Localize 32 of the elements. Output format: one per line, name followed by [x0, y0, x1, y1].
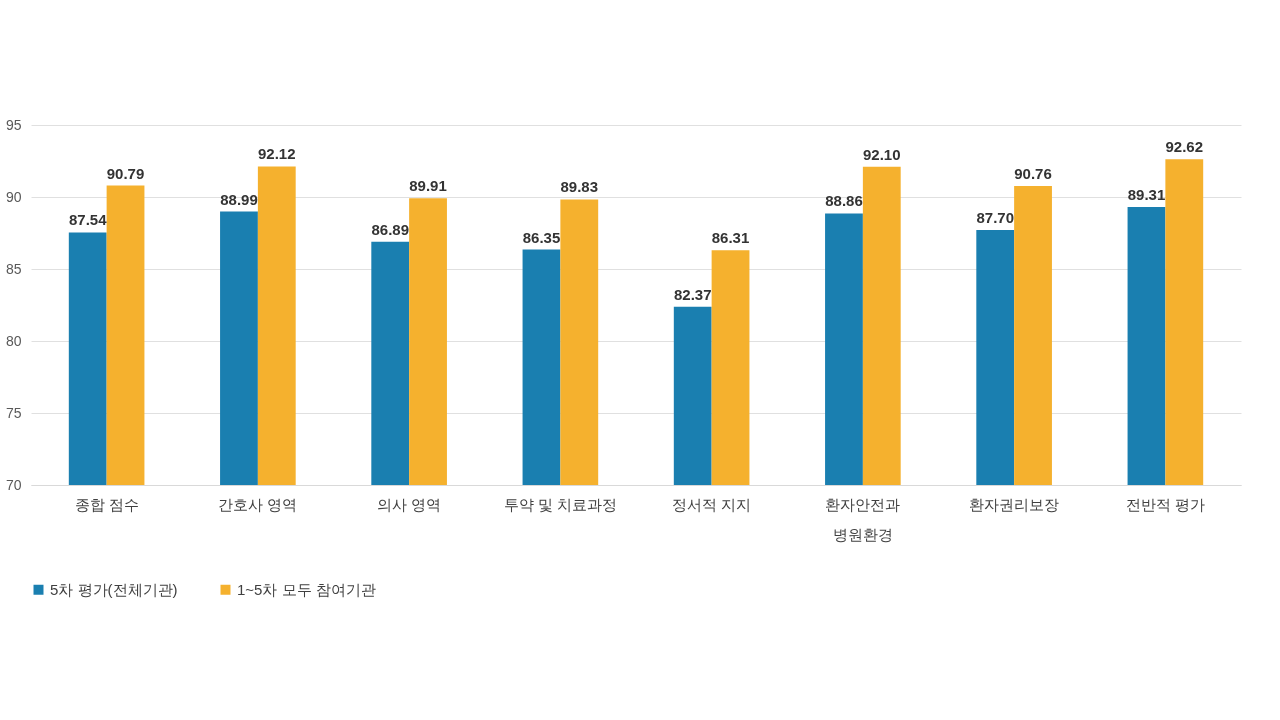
text: 87.54 — [68, 211, 107, 229]
text: 89.31 — [1127, 185, 1166, 203]
x-tick-label: 투약 및 치료과정 — [503, 495, 618, 513]
y-tick-label: 75 — [5, 404, 22, 421]
text: 92.12 — [258, 145, 296, 163]
x-tick-label: 환자권리보장 — [969, 495, 1060, 513]
text: 89.83 — [560, 178, 599, 196]
x-tick-label: 간호사 영역 — [218, 495, 298, 513]
text: 86.35 — [522, 228, 561, 246]
text: 92.10 — [863, 145, 901, 163]
text: 88.99 — [220, 190, 258, 208]
legend-label: 1~5차 모두 참여기관 — [237, 580, 376, 598]
x-tick-label: 환자안전과 병원환경 — [825, 495, 901, 543]
text: 86.89 — [371, 220, 409, 238]
x-tick-label: 전반적 평가 — [1125, 495, 1205, 513]
text: 87.70 — [976, 209, 1014, 227]
y-tick-label: 70 — [5, 476, 22, 493]
text: 86.31 — [711, 229, 750, 247]
text: 82.37 — [673, 285, 712, 303]
text: 90.76 — [1014, 165, 1052, 183]
x-tick-label: 종합 점수 — [74, 495, 139, 513]
y-tick-label: 95 — [5, 116, 22, 133]
y-tick-label: 85 — [5, 260, 22, 277]
text: 90.79 — [106, 164, 145, 182]
text: 92.62 — [1165, 138, 1204, 156]
text: 89.91 — [409, 177, 447, 195]
x-tick-label: 정서적 지지 — [672, 495, 752, 513]
legend-label: 5차 평가(전체기관) — [50, 580, 178, 598]
y-tick-label: 90 — [5, 188, 22, 205]
x-tick-label: 의사 영역 — [377, 495, 442, 513]
text: 88.86 — [825, 192, 863, 210]
y-tick-label: 80 — [5, 332, 22, 349]
